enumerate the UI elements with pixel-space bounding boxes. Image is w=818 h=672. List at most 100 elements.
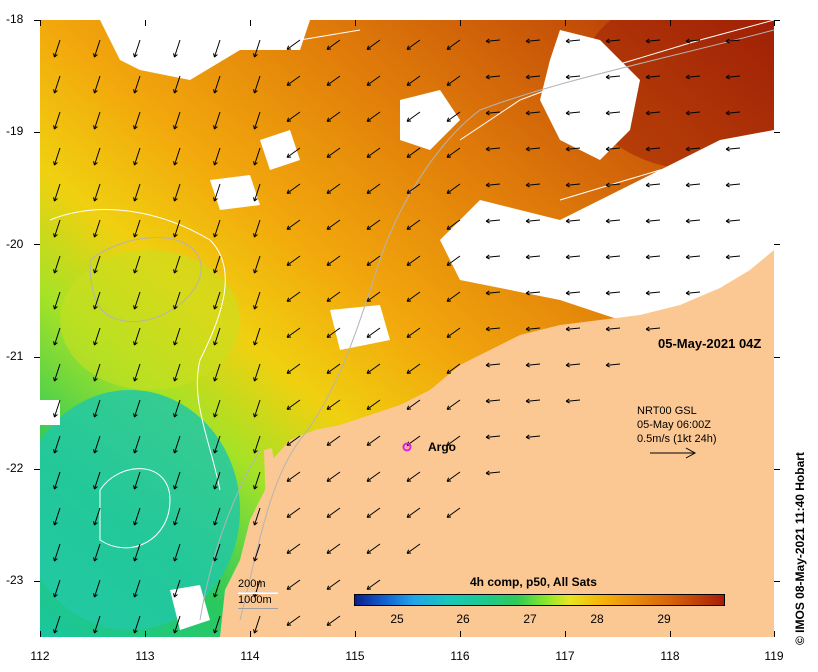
current-arrow — [525, 398, 541, 404]
current-arrow — [286, 183, 301, 194]
current-legend-source: NRT00 GSL — [637, 405, 697, 417]
current-arrow — [173, 399, 181, 418]
current-arrow — [485, 38, 501, 44]
current-arrow — [645, 38, 661, 44]
current-arrow — [53, 471, 61, 490]
current-arrow — [253, 615, 261, 634]
colorbar-tick: 25 — [390, 612, 404, 626]
current-arrow — [286, 327, 301, 338]
current-arrow — [525, 362, 541, 368]
current-arrow — [326, 543, 341, 554]
current-arrow — [366, 183, 381, 194]
current-arrow — [406, 75, 421, 86]
sst-map — [40, 20, 774, 637]
current-arrow — [286, 291, 301, 302]
current-arrow — [213, 147, 221, 166]
y-tickmark — [774, 356, 780, 358]
current-arrow — [525, 110, 541, 116]
current-arrow — [485, 110, 501, 116]
current-arrow — [605, 326, 621, 332]
current-arrow — [93, 471, 101, 490]
x-tickmark — [459, 20, 461, 26]
current-arrow — [326, 615, 341, 626]
current-arrow — [645, 74, 661, 80]
current-arrow — [213, 615, 221, 634]
current-arrow — [366, 543, 381, 554]
current-arrow — [685, 254, 701, 260]
current-arrow — [446, 75, 461, 86]
current-arrow — [213, 579, 221, 598]
current-arrow — [213, 39, 221, 58]
current-arrow — [605, 290, 621, 296]
current-arrow — [406, 543, 421, 554]
current-arrow — [133, 255, 141, 274]
current-arrow — [446, 399, 461, 410]
current-arrow — [133, 111, 141, 130]
current-arrow — [93, 111, 101, 130]
current-arrow — [133, 471, 141, 490]
current-arrow — [565, 110, 581, 116]
current-arrow — [213, 507, 221, 526]
current-arrow — [286, 435, 301, 446]
current-arrow — [725, 74, 741, 80]
current-arrow — [525, 74, 541, 80]
current-arrow — [286, 471, 301, 482]
x-tickmark — [249, 20, 251, 26]
current-arrow — [173, 147, 181, 166]
x-tick: 119 — [764, 649, 784, 663]
current-arrow — [485, 326, 501, 332]
argo-float-icon — [402, 442, 412, 452]
current-arrow — [525, 218, 541, 224]
current-arrow — [286, 579, 301, 590]
current-arrow — [605, 74, 621, 80]
current-arrow — [645, 290, 661, 296]
current-arrow — [133, 219, 141, 238]
x-tick: 114 — [240, 649, 260, 663]
current-arrow — [326, 39, 341, 50]
current-arrow — [173, 219, 181, 238]
y-tick: -19 — [6, 124, 24, 138]
current-arrow — [685, 146, 701, 152]
current-arrow — [286, 363, 301, 374]
current-arrow — [366, 147, 381, 158]
colorbar-tick: 27 — [523, 612, 537, 626]
current-arrow — [406, 219, 421, 230]
current-arrow — [173, 363, 181, 382]
current-arrow — [525, 326, 541, 332]
x-tickmark — [249, 631, 251, 637]
current-arrow — [446, 255, 461, 266]
current-arrow — [253, 291, 261, 310]
current-arrow — [605, 218, 621, 224]
current-arrow — [213, 291, 221, 310]
current-arrow — [253, 363, 261, 382]
y-tickmark — [774, 580, 780, 582]
current-arrow — [53, 435, 61, 454]
current-arrow — [93, 75, 101, 94]
current-arrow — [725, 38, 741, 44]
current-arrow — [366, 75, 381, 86]
current-arrow — [725, 254, 741, 260]
current-arrow — [485, 362, 501, 368]
current-arrow — [93, 183, 101, 202]
current-legend-scale: 0.5m/s (1kt 24h) — [637, 433, 717, 445]
current-arrow — [605, 254, 621, 260]
current-arrow — [406, 183, 421, 194]
colorbar — [354, 594, 725, 606]
y-tickmark — [34, 243, 40, 245]
x-tick: 118 — [660, 649, 680, 663]
current-arrow — [133, 183, 141, 202]
current-arrow — [366, 435, 381, 446]
current-arrow — [565, 398, 581, 404]
current-arrow — [253, 543, 261, 562]
current-arrow — [685, 74, 701, 80]
current-arrow — [93, 327, 101, 346]
contour-1000m-label: 1000m — [238, 594, 272, 606]
current-arrow — [53, 291, 61, 310]
current-arrow — [286, 219, 301, 230]
current-arrow — [133, 327, 141, 346]
land-mass — [220, 250, 774, 637]
contour-legend: 200m 1000m — [238, 578, 278, 609]
current-arrow — [173, 39, 181, 58]
current-arrow — [93, 543, 101, 562]
current-arrow — [173, 579, 181, 598]
